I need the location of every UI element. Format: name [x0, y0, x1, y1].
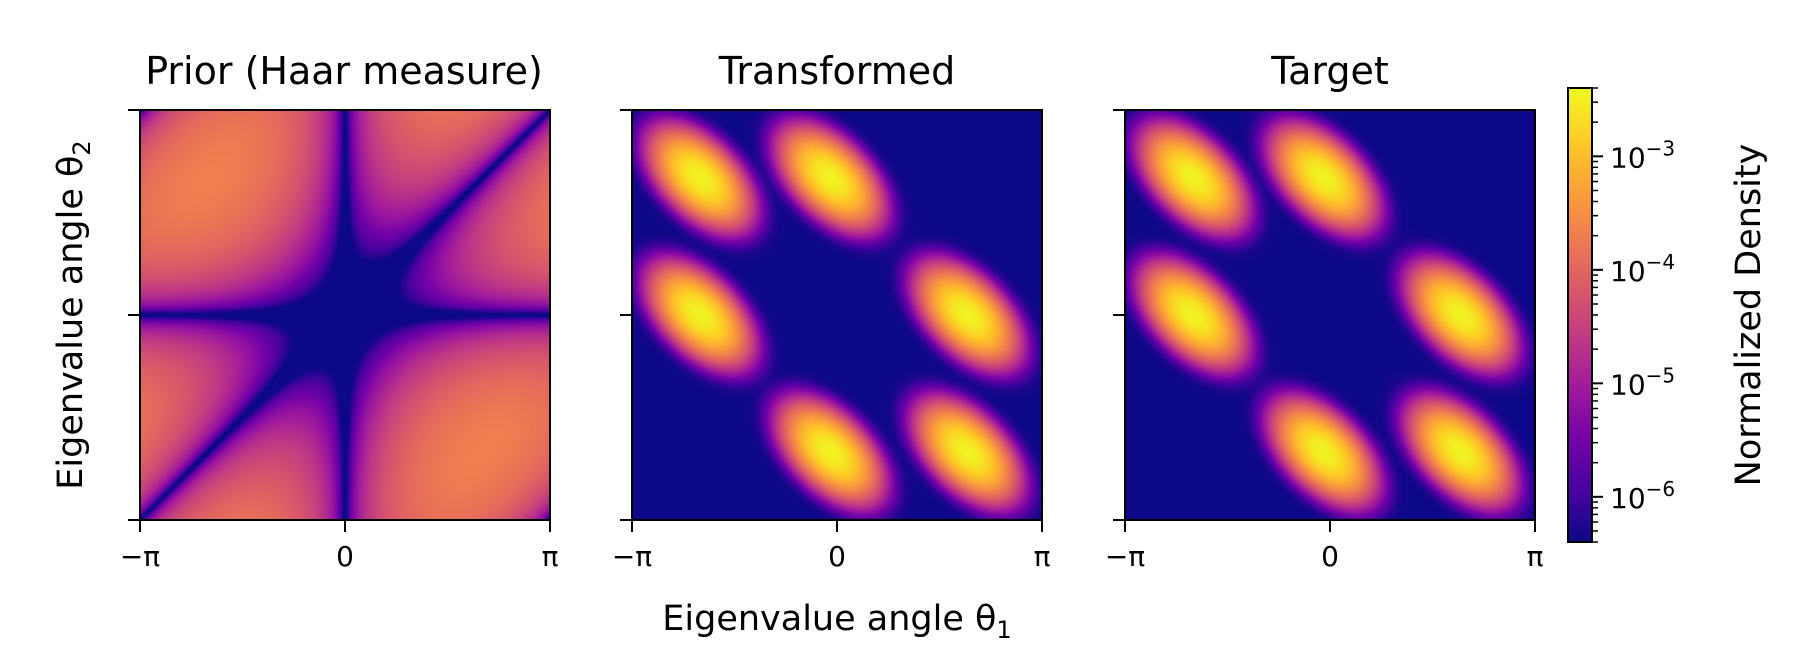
panel-title-transformed: Transformed	[718, 49, 956, 93]
colorbar-tick-label: 10−3	[1610, 136, 1675, 174]
x-axis-label-sub: 1	[996, 616, 1011, 644]
heatmap-prior	[140, 110, 550, 520]
panel-target: Target −π 0 π	[1105, 49, 1544, 573]
ticks-target: −π 0 π	[1105, 109, 1544, 573]
colorbar-tick-label: 10−5	[1610, 363, 1675, 401]
heatmap-transformed	[632, 110, 1042, 520]
colorbar-ticks: 10−3 10−4 10−5 10−6	[1592, 87, 1675, 543]
x-tick-label: −π	[120, 540, 160, 573]
y-axis-label-sub: 2	[68, 140, 96, 155]
panel-prior: Prior (Haar measure) −π 0 π	[120, 49, 559, 573]
panel-transformed: Transformed −π 0 π	[612, 49, 1051, 573]
heatmap-target	[1125, 110, 1535, 520]
x-tick-label: 0	[336, 540, 354, 573]
panel-title-target: Target	[1270, 49, 1389, 93]
y-axis-label-text: Eigenvalue angle θ	[51, 156, 91, 490]
y-axis-label: Eigenvalue angle θ2	[51, 140, 96, 489]
colorbar: 10−3 10−4 10−5 10−6 Normalized Density	[1567, 87, 1769, 543]
x-tick-label: π	[1527, 540, 1544, 573]
panel-title-prior: Prior (Haar measure)	[145, 49, 543, 93]
x-tick-label: π	[1034, 540, 1051, 573]
x-tick-label: 0	[828, 540, 846, 573]
ticks-transformed: −π 0 π	[612, 109, 1051, 573]
ticks-prior: −π 0 π	[120, 109, 559, 573]
x-tick-label: −π	[1105, 540, 1145, 573]
x-tick-label: 0	[1321, 540, 1339, 573]
colorbar-gradient	[1567, 87, 1593, 543]
x-axis-label: Eigenvalue angle θ1	[662, 599, 1011, 644]
x-tick-label: π	[542, 540, 559, 573]
colorbar-label: Normalized Density	[1729, 144, 1769, 487]
x-tick-label: −π	[612, 540, 652, 573]
x-axis-label-text: Eigenvalue angle θ	[662, 599, 996, 639]
colorbar-tick-label: 10−4	[1610, 250, 1675, 288]
colorbar-tick-label: 10−6	[1610, 477, 1675, 515]
